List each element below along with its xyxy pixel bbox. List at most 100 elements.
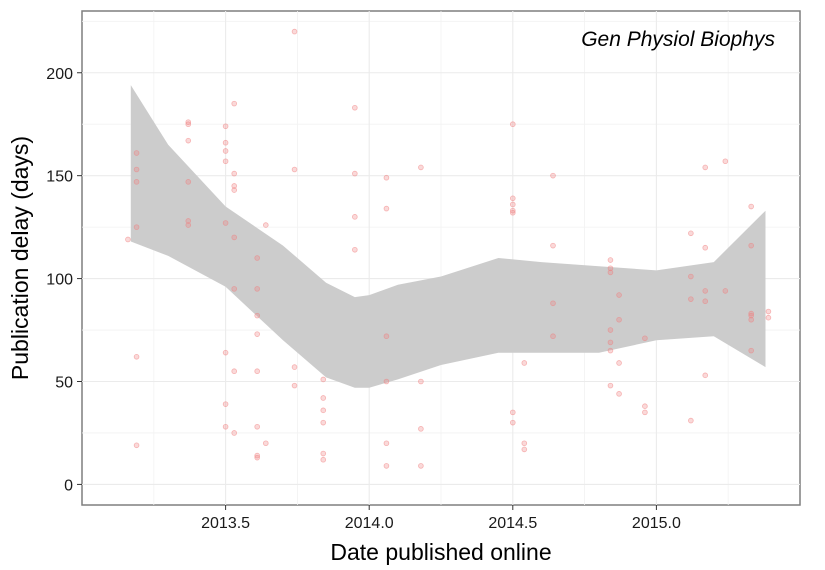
- data-point: [133, 224, 140, 230]
- data-point: [748, 203, 754, 210]
- data-point: [642, 403, 648, 410]
- x-tick-label: 2014.0: [345, 515, 394, 532]
- data-point: [352, 246, 358, 253]
- data-point: [185, 137, 192, 144]
- data-point: [222, 139, 229, 146]
- data-point: [320, 419, 327, 426]
- data-point: [222, 349, 229, 356]
- data-point: [254, 286, 260, 292]
- data-point: [125, 236, 131, 243]
- data-point: [509, 409, 516, 416]
- data-point: [222, 423, 229, 430]
- data-point: [352, 214, 358, 220]
- data-point: [509, 195, 516, 202]
- data-point: [688, 273, 694, 280]
- data-point: [231, 430, 238, 436]
- data-point: [607, 327, 614, 333]
- y-tick-label: 150: [46, 169, 73, 186]
- data-point: [607, 265, 614, 272]
- data-point: [352, 170, 358, 177]
- smooth-confidence-band: [130, 85, 766, 388]
- data-point: [222, 148, 229, 154]
- data-point: [185, 222, 192, 228]
- data-point: [231, 286, 238, 292]
- x-axis-ticks: 2013.5 2014.0 2014.5 2015.0: [201, 505, 681, 532]
- data-point: [222, 158, 229, 165]
- data-point: [418, 426, 424, 432]
- data-point: [254, 454, 260, 461]
- data-point: [320, 407, 327, 414]
- data-point: [254, 331, 260, 337]
- data-point: [616, 316, 622, 323]
- data-point: [509, 209, 516, 216]
- data-point: [616, 391, 622, 397]
- x-tick-label: 2015.0: [632, 515, 681, 532]
- data-point: [254, 368, 260, 375]
- data-point: [291, 166, 298, 173]
- data-point: [550, 172, 556, 179]
- data-point: [418, 164, 424, 171]
- data-point: [133, 442, 140, 449]
- data-point: [550, 333, 556, 340]
- data-point: [222, 401, 229, 407]
- data-point: [616, 292, 622, 298]
- data-point: [702, 244, 709, 251]
- data-point: [509, 121, 516, 128]
- data-point: [320, 376, 327, 383]
- data-point: [521, 440, 528, 447]
- data-point: [642, 335, 648, 342]
- data-point: [133, 166, 140, 173]
- data-point: [133, 353, 140, 360]
- data-point: [254, 255, 260, 261]
- data-point: [521, 360, 528, 366]
- data-point: [383, 440, 390, 447]
- y-axis-ticks: 0 50 100 150 200: [46, 66, 82, 494]
- data-point: [222, 220, 229, 226]
- data-point: [320, 450, 327, 457]
- data-point: [642, 409, 648, 416]
- y-tick-label: 200: [46, 66, 73, 83]
- data-point: [254, 312, 260, 319]
- data-point: [291, 28, 298, 35]
- data-point: [222, 123, 229, 130]
- data-point: [231, 170, 238, 177]
- data-point: [418, 378, 424, 385]
- data-point: [231, 368, 238, 375]
- data-point: [320, 395, 327, 401]
- data-point: [185, 121, 192, 128]
- data-point: [352, 104, 358, 111]
- data-point: [688, 296, 694, 302]
- data-point: [702, 164, 709, 171]
- journal-annotation: Gen Physiol Biophys: [581, 28, 775, 51]
- data-point: [607, 257, 614, 263]
- data-point: [702, 288, 709, 294]
- data-point: [231, 100, 238, 107]
- data-point: [383, 378, 390, 385]
- data-point: [509, 419, 516, 426]
- data-point: [231, 187, 238, 193]
- data-point: [702, 298, 709, 305]
- data-point: [688, 417, 694, 424]
- data-point: [133, 150, 140, 156]
- data-point: [185, 218, 192, 224]
- data-point: [231, 183, 238, 189]
- data-point: [383, 333, 390, 340]
- data-point: [185, 179, 192, 185]
- x-tick-label: 2013.5: [201, 515, 250, 532]
- y-tick-label: 50: [55, 375, 73, 392]
- y-tick-label: 0: [64, 477, 73, 494]
- data-points: [125, 28, 772, 469]
- data-point: [291, 382, 298, 389]
- data-point: [722, 158, 729, 165]
- data-point: [509, 201, 516, 208]
- y-tick-label: 100: [46, 272, 73, 289]
- data-point: [383, 174, 390, 181]
- data-point: [607, 382, 614, 389]
- data-point: [383, 205, 390, 212]
- data-point: [550, 242, 556, 249]
- data-point: [418, 463, 424, 469]
- data-point: [133, 179, 140, 185]
- y-axis-title: Publication delay (days): [7, 136, 33, 380]
- data-point: [607, 339, 614, 346]
- data-point: [263, 222, 269, 228]
